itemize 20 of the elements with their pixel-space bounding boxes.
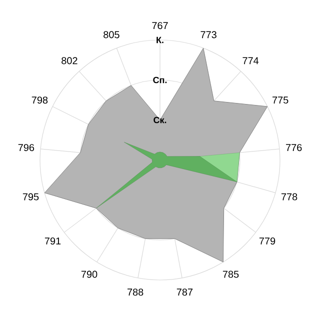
spoke-label: 790 <box>81 270 98 278</box>
spoke-label: 767 <box>152 22 168 30</box>
y-tick-label: К. <box>156 36 164 44</box>
spoke-label: 791 <box>44 237 61 245</box>
spoke-label: 774 <box>242 57 259 64</box>
spoke-label: 785 <box>222 270 239 278</box>
spoke-label: 776 <box>286 144 302 152</box>
spoke-label: 787 <box>176 288 193 296</box>
spoke-label: 773 <box>200 31 216 38</box>
y-tick-label: Сп. <box>153 76 167 84</box>
y-tick-label: Ск. <box>154 116 166 124</box>
spoke-label: 779 <box>259 237 276 245</box>
spoke-label: 798 <box>32 96 48 104</box>
spoke-label: 788 <box>128 288 144 296</box>
spoke-label: 775 <box>272 96 288 104</box>
spoke-label: 795 <box>22 193 39 200</box>
spoke-label: 778 <box>281 193 298 200</box>
spoke-label: 796 <box>18 144 34 152</box>
spoke-label: 802 <box>62 57 78 64</box>
spoke-label: 805 <box>104 31 120 38</box>
